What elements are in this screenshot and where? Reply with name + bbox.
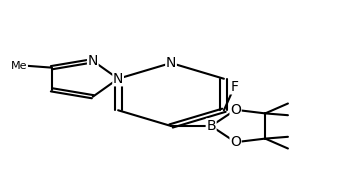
- Text: F: F: [230, 80, 238, 94]
- Text: Me: Me: [11, 61, 27, 71]
- Text: N: N: [166, 56, 176, 70]
- Text: B: B: [206, 119, 216, 133]
- Text: O: O: [230, 103, 241, 117]
- Text: N: N: [88, 54, 98, 68]
- Text: O: O: [230, 135, 241, 149]
- Text: N: N: [113, 72, 123, 86]
